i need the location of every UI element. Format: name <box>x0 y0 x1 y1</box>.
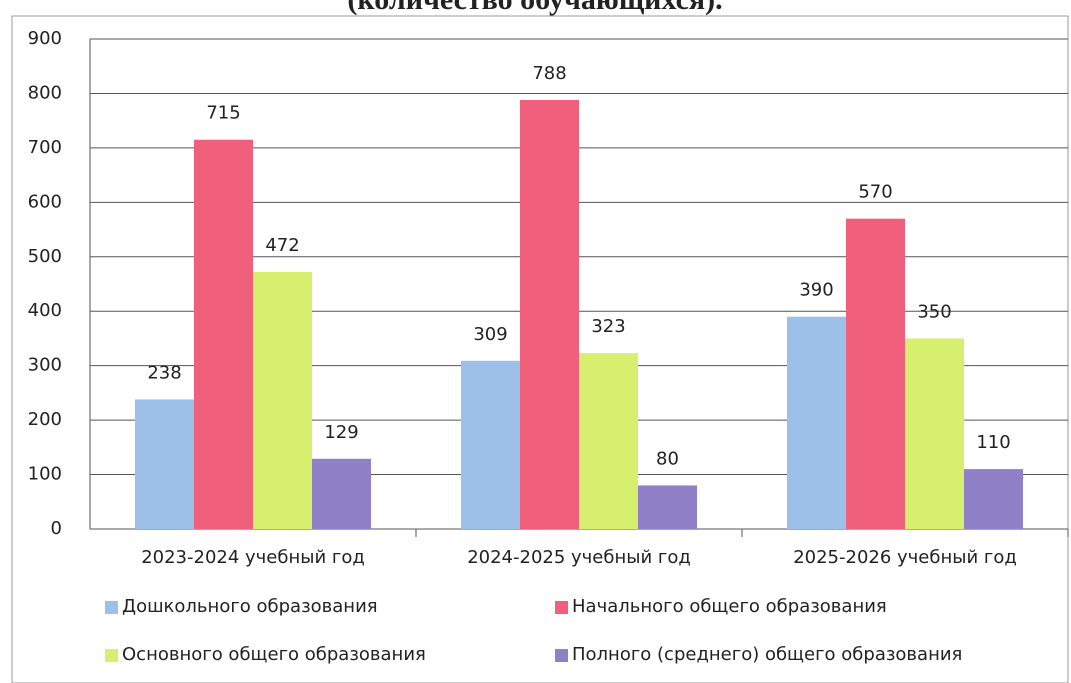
y-tick-label: 0 <box>51 518 62 539</box>
bar <box>461 360 520 529</box>
y-tick-label: 100 <box>28 464 62 485</box>
legend-label: Основного общего образования <box>122 644 426 665</box>
value-label: 129 <box>324 422 358 443</box>
x-tick-label: 2023-2024 учебный год <box>141 547 365 568</box>
value-label: 350 <box>917 301 951 322</box>
bar <box>638 485 697 529</box>
legend-swatch <box>555 649 568 662</box>
x-tick-label: 2025-2026 учебный год <box>793 547 1017 568</box>
bar <box>964 469 1023 529</box>
bar <box>846 218 905 529</box>
value-label: 788 <box>532 63 566 84</box>
bar <box>194 139 253 529</box>
y-tick-label: 300 <box>28 355 62 376</box>
legend-label: Полного (среднего) общего образования <box>572 644 962 665</box>
bar <box>520 99 579 529</box>
value-label: 570 <box>858 182 892 203</box>
value-label: 80 <box>656 448 679 469</box>
value-label: 110 <box>976 432 1010 453</box>
x-tick-label: 2024-2025 учебный год <box>467 547 691 568</box>
y-tick-label: 700 <box>28 137 62 158</box>
value-label: 323 <box>591 316 625 337</box>
legend-label: Начального общего образования <box>572 596 887 617</box>
y-tick-label: 600 <box>28 191 62 212</box>
legend-swatch <box>105 649 118 662</box>
chart-title: (количество обучающихся). <box>347 0 722 16</box>
value-label: 309 <box>473 324 507 345</box>
bar <box>312 458 371 529</box>
bar <box>905 338 964 529</box>
value-label: 715 <box>206 103 240 124</box>
y-tick-label: 400 <box>28 300 62 321</box>
value-label: 238 <box>147 362 181 383</box>
y-tick-label: 200 <box>28 409 62 430</box>
legend-swatch <box>105 601 118 614</box>
value-label: 472 <box>265 235 299 256</box>
bar <box>579 353 638 529</box>
legend-label: Дошкольного образования <box>122 596 378 617</box>
y-tick-label: 800 <box>28 82 62 103</box>
y-tick-label: 900 <box>28 28 62 49</box>
bar <box>253 272 312 529</box>
y-tick-label: 500 <box>28 246 62 267</box>
value-label: 390 <box>799 280 833 301</box>
chart-frame <box>11 15 1069 683</box>
bar <box>135 399 194 529</box>
bar <box>787 316 846 529</box>
legend-swatch <box>555 601 568 614</box>
